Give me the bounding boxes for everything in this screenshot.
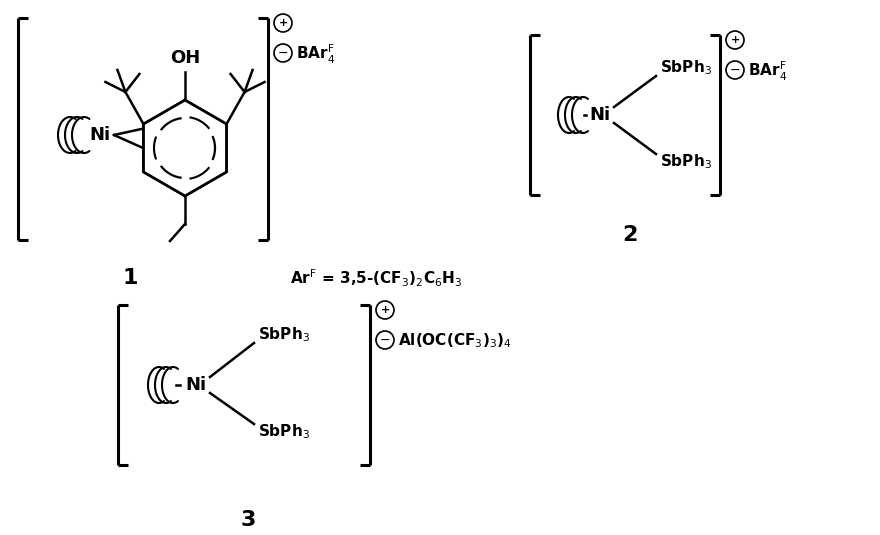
Text: SbPh$_3$: SbPh$_3$ [660,152,712,171]
Text: BAr$^{\mathrm{F}}_{4}$: BAr$^{\mathrm{F}}_{4}$ [748,59,788,82]
Text: 2: 2 [622,225,638,245]
Text: Ar$^{\mathrm{F}}$ = 3,5-(CF$_3$)$_2$C$_6$H$_3$: Ar$^{\mathrm{F}}$ = 3,5-(CF$_3$)$_2$C$_6… [290,268,463,289]
Text: −: − [730,64,740,77]
Text: 3: 3 [240,510,256,530]
Text: OH: OH [170,49,200,67]
Text: Ni: Ni [90,126,111,144]
Text: SbPh$_3$: SbPh$_3$ [258,326,310,345]
Text: +: + [380,305,390,315]
Text: Ni: Ni [590,106,611,124]
Text: BAr$^{\mathrm{F}}_{4}$: BAr$^{\mathrm{F}}_{4}$ [296,42,335,66]
Text: Al(OC(CF$_3$)$_3$)$_4$: Al(OC(CF$_3$)$_3$)$_4$ [398,332,512,350]
Text: SbPh$_3$: SbPh$_3$ [258,423,310,441]
Text: +: + [730,35,739,45]
Text: +: + [278,18,288,28]
Text: −: − [380,333,390,347]
Text: SbPh$_3$: SbPh$_3$ [660,59,712,78]
Text: −: − [278,47,289,59]
Text: 1: 1 [122,268,138,288]
Text: Ni: Ni [186,376,207,394]
